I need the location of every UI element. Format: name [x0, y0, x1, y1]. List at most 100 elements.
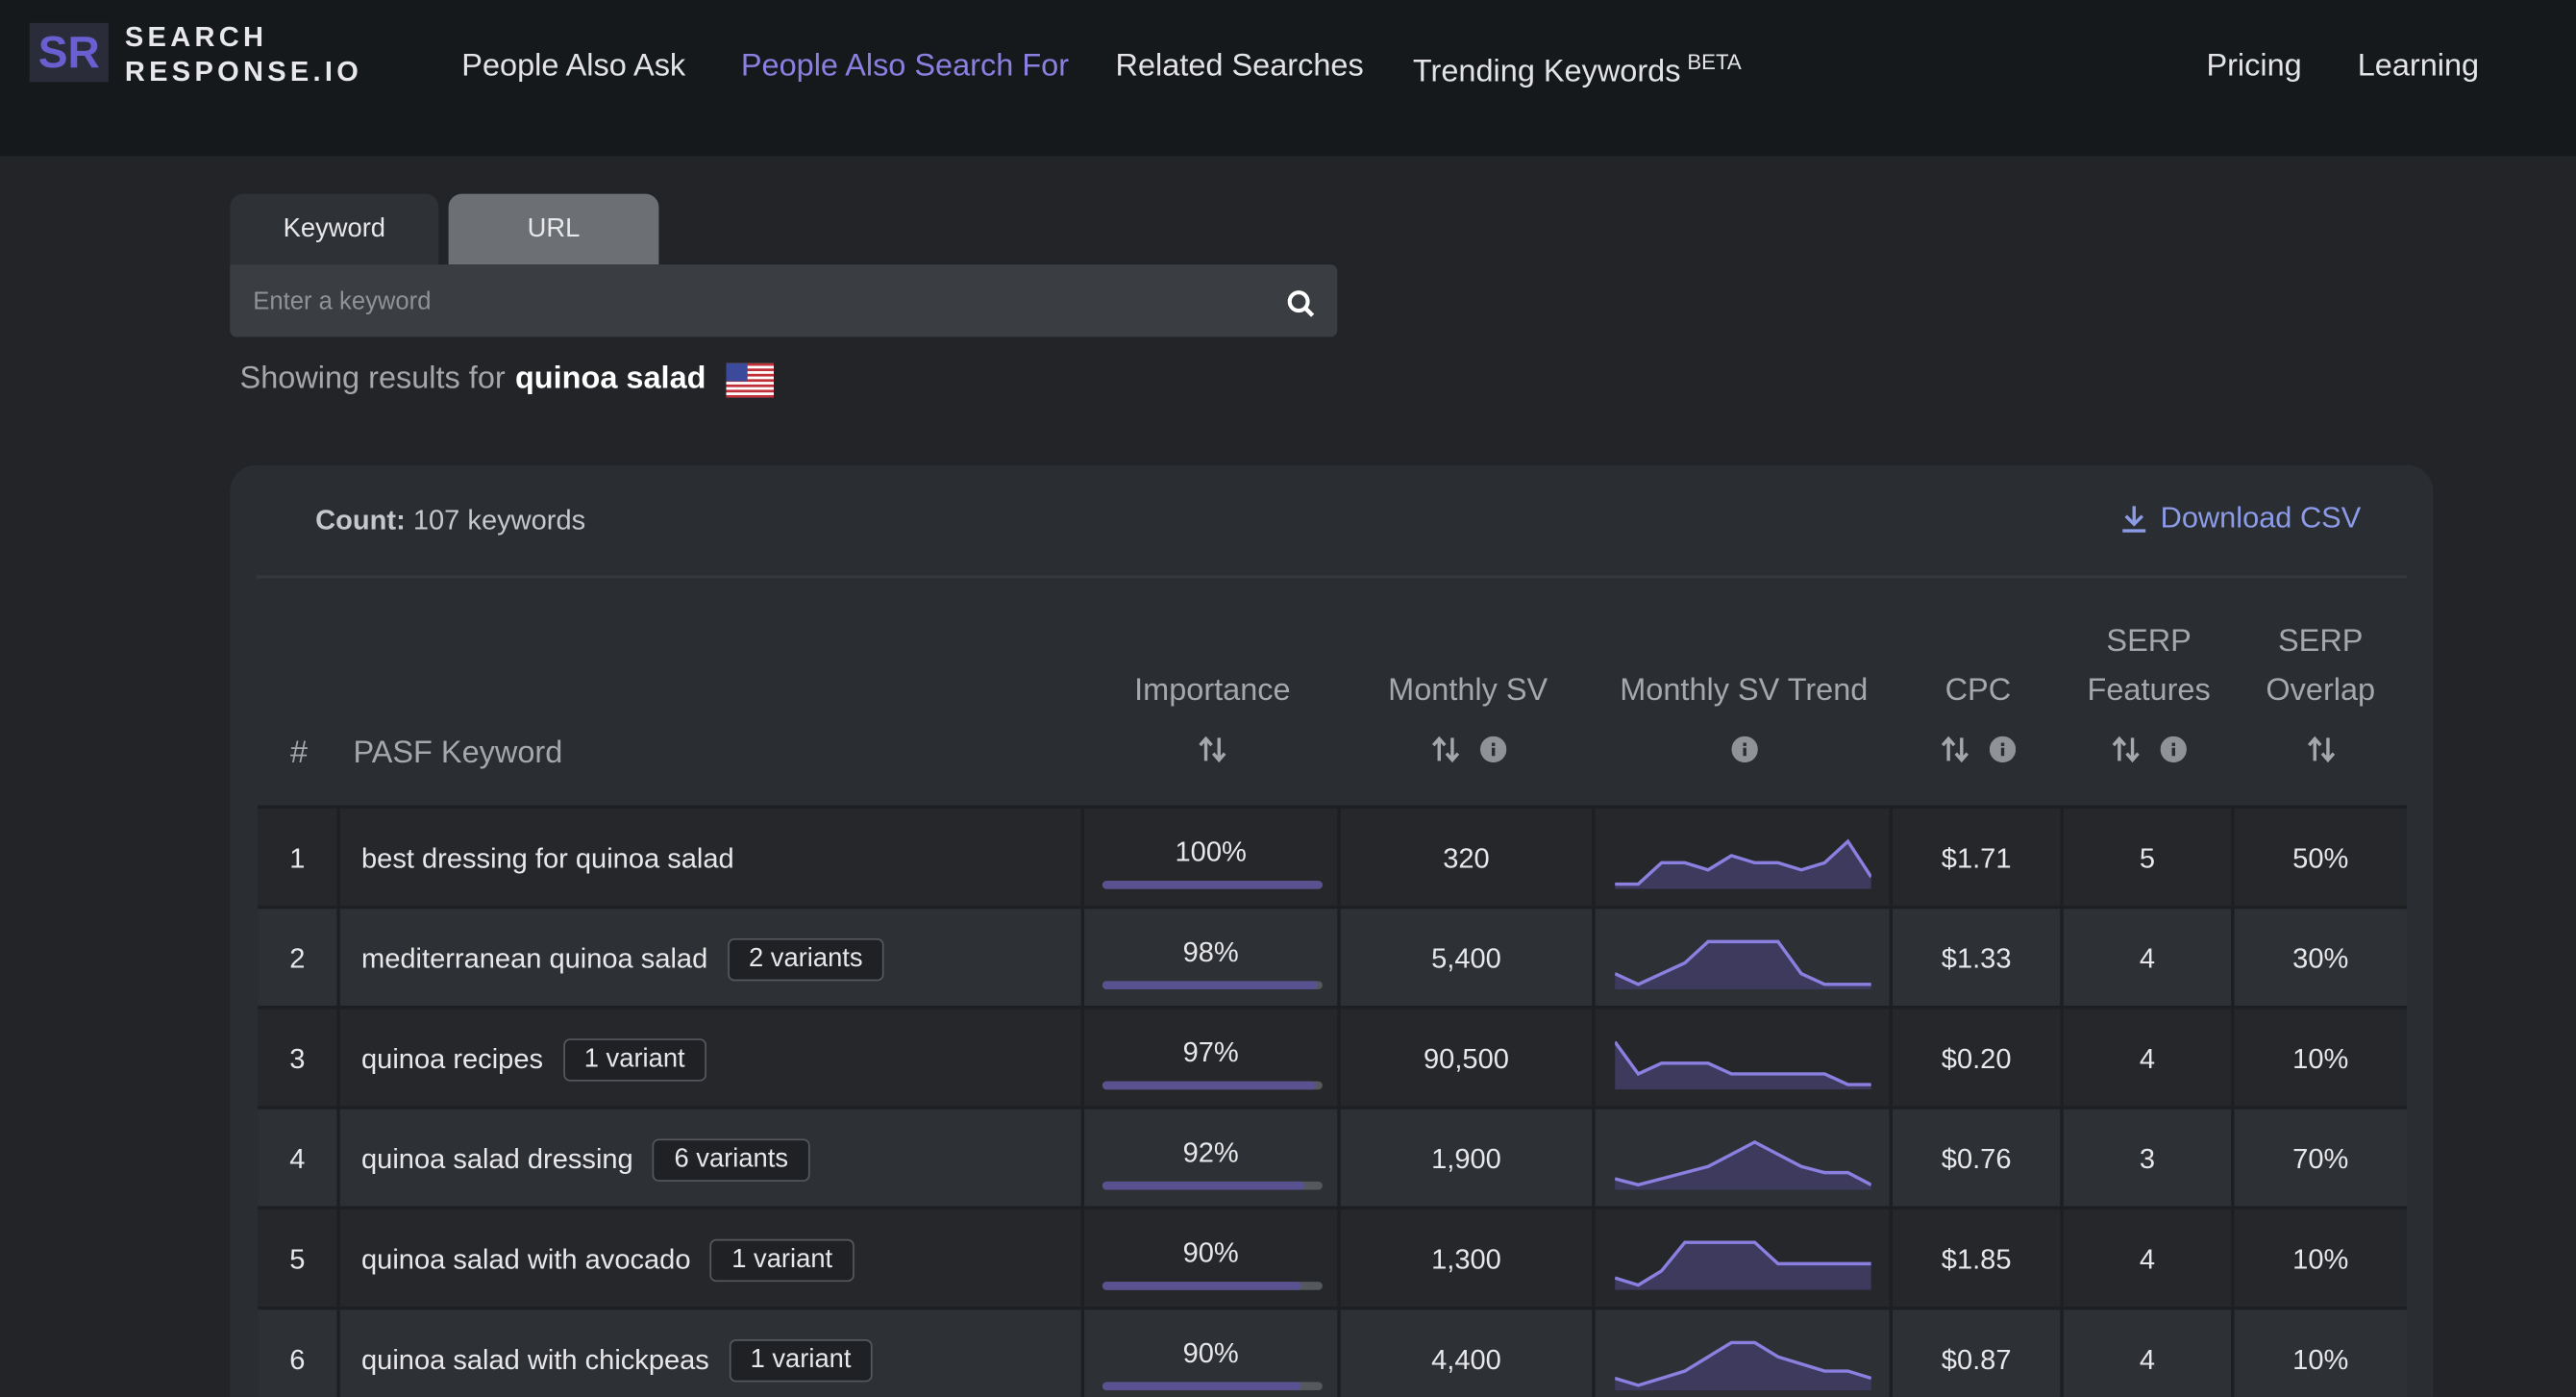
sort-icon	[1941, 736, 1969, 763]
cpc: $1.85	[1893, 1209, 2064, 1310]
variants-badge[interactable]: 1 variant	[710, 1237, 855, 1282]
keyword-cell: quinoa salad with chickpeas 1 variant	[340, 1310, 1085, 1397]
sort-icon	[2307, 736, 2335, 763]
serp-features: 4	[2064, 1009, 2235, 1110]
search-icon-part	[1303, 306, 1315, 317]
header-icons	[1198, 730, 1227, 769]
importance-track	[1102, 1282, 1323, 1290]
header-icons	[2306, 730, 2336, 769]
beta-badge: BETA	[1687, 49, 1742, 74]
importance-cell: 90%	[1084, 1209, 1341, 1310]
serp-overlap: 50%	[2292, 841, 2349, 874]
info-icon-part	[1742, 742, 1746, 746]
info-icon	[1730, 736, 1757, 763]
table-row: 6 quinoa salad with chickpeas 1 variant 90%…	[258, 1306, 2407, 1397]
nav-text: Trending Keywords	[1412, 54, 1681, 89]
column-header: #	[258, 608, 339, 802]
top-bar: SR SEARCH RESPONSE.IO People Also Ask People…	[0, 0, 2576, 157]
sparkline-line	[1614, 1339, 1870, 1386]
sparkline	[1614, 1339, 1870, 1390]
serp-overlap: 10%	[2292, 1343, 2349, 1375]
flag-part	[725, 362, 748, 381]
nav-link[interactable]: Pricing	[2206, 49, 2302, 85]
trend-cell	[1596, 909, 1893, 1010]
table-row: 5 quinoa salad with avocado 1 variant 90% 1,…	[258, 1206, 2407, 1310]
flag	[725, 362, 774, 397]
serp-features: 4	[2064, 1209, 2235, 1310]
flag-part	[725, 378, 774, 382]
keyword: quinoa salad dressing	[361, 1142, 633, 1175]
nav-link[interactable]: People Also Ask	[461, 49, 685, 86]
importance-bar	[1102, 1181, 1305, 1190]
nav-text: Related Searches	[1115, 49, 1364, 85]
importance-track	[1102, 881, 1323, 889]
nav-link[interactable]: Learning	[2357, 49, 2480, 85]
column-header[interactable]: Monthly SV	[1341, 608, 1596, 802]
trend-cell	[1596, 1109, 1893, 1210]
tab-url[interactable]: URL	[448, 193, 659, 265]
header-icons	[2111, 730, 2187, 769]
serp-features: 3	[2064, 1109, 2235, 1210]
table-row: 4 quinoa salad dressing 6 variants 92% 1,900…	[258, 1106, 2407, 1210]
importance-track	[1102, 1382, 1323, 1390]
download-csv[interactable]: Download CSV	[2121, 501, 2361, 536]
sparkline-line	[1614, 1139, 1870, 1186]
count: Count: 107 keywords	[315, 505, 585, 537]
variants-badge[interactable]: 1 variant	[729, 1338, 873, 1382]
info-icon	[2160, 736, 2187, 763]
variants-badge[interactable]: 1 variant	[562, 1037, 706, 1081]
logo-text: RESPONSE.IO	[124, 56, 363, 87]
importance-track	[1102, 1081, 1323, 1090]
sparkline	[1614, 1139, 1870, 1189]
nav-link[interactable]: People Also Search For	[741, 49, 1069, 86]
monthly-sv: 4,400	[1341, 1310, 1596, 1397]
rank: 6	[258, 1310, 340, 1397]
serp-features: 4	[2064, 1310, 2235, 1397]
cpc: $1.71	[1893, 808, 2064, 910]
monthly-sv: 5,400	[1341, 909, 1596, 1010]
count-label: Count:	[315, 504, 406, 536]
nav-link[interactable]: Related Searches	[1116, 49, 1364, 86]
column-header[interactable]: SERP Features	[2064, 608, 2235, 802]
importance-bar	[1102, 881, 1323, 889]
variants-badge[interactable]: 6 variants	[653, 1137, 810, 1182]
flag-part	[725, 384, 774, 387]
column-header[interactable]: Monthly SV Trend	[1596, 608, 1893, 802]
rank: 4	[258, 1109, 340, 1210]
table-row: 2 mediterranean quinoa salad 2 variants 98%…	[258, 905, 2407, 1010]
keyword-cell: mediterranean quinoa salad 2 variants	[340, 909, 1085, 1010]
sparkline-area	[1614, 840, 1870, 888]
info-icon-part	[2171, 742, 2175, 746]
serp-overlap: 70%	[2292, 1142, 2349, 1175]
importance-cell: 97%	[1084, 1009, 1341, 1110]
trend-cell	[1596, 808, 1893, 910]
sort-icon	[1199, 736, 1226, 763]
column-label: Monthly SV Trend	[1620, 673, 1869, 709]
monthly-sv: 320	[1341, 808, 1596, 910]
importance-cell: 90%	[1084, 1310, 1341, 1397]
search-input[interactable]: Enter a keyword	[230, 264, 1338, 337]
rank: 2	[258, 909, 340, 1010]
sparkline	[1614, 837, 1870, 888]
monthly-sv: 1,300	[1341, 1209, 1596, 1310]
flag-part	[725, 362, 774, 365]
search-icon	[1287, 290, 1315, 317]
info-icon-part	[2171, 747, 2175, 757]
keyword: quinoa salad with chickpeas	[361, 1343, 709, 1375]
column-label: Importance	[1134, 673, 1291, 709]
serp-overlap: 10%	[2292, 1042, 2349, 1074]
nav-link[interactable]: Trending Keywords BETA	[1413, 49, 1742, 90]
column-header[interactable]: CPC	[1893, 608, 2064, 802]
importance-label: 97%	[1182, 1035, 1239, 1068]
sort-icon-part	[1444, 737, 1459, 763]
keyword-cell: quinoa salad with avocado 1 variant	[340, 1209, 1085, 1310]
tab-keyword[interactable]: Keyword	[230, 193, 439, 265]
variants-badge[interactable]: 2 variants	[727, 937, 884, 981]
importance-bar	[1102, 981, 1319, 989]
column-header[interactable]: SERP Overlap	[2235, 608, 2407, 802]
column-header[interactable]: Importance	[1084, 608, 1341, 802]
divider	[256, 575, 2407, 579]
sort-icon	[1431, 736, 1459, 763]
